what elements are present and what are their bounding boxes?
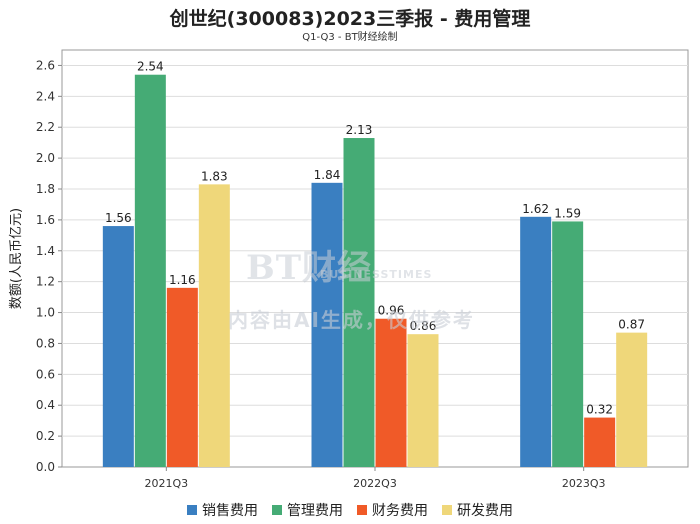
bar-2023Q3-销售费用	[520, 216, 552, 467]
bar-2023Q3-管理费用	[552, 221, 584, 467]
x-tick-label: 2021Q3	[145, 477, 189, 490]
bar-2021Q3-销售费用	[102, 226, 134, 467]
bar-2021Q3-管理费用	[134, 74, 166, 467]
bar-2022Q3-管理费用	[343, 138, 375, 468]
data-label: 1.56	[105, 211, 132, 225]
legend-label: 管理费用	[287, 503, 343, 519]
data-label: 0.96	[378, 304, 405, 318]
data-label: 1.83	[201, 169, 228, 183]
legend-swatch	[272, 505, 282, 515]
legend-swatch	[187, 505, 197, 515]
legend-item: 财务费用	[357, 500, 428, 520]
bar-2023Q3-财务费用	[584, 417, 616, 467]
data-label: 2.54	[137, 60, 164, 74]
y-tick-label: 0.2	[36, 429, 55, 443]
bar-2021Q3-研发费用	[198, 184, 230, 467]
legend-item: 销售费用	[187, 500, 258, 520]
legend-swatch	[357, 505, 367, 515]
y-tick-label: 1.0	[36, 306, 55, 320]
y-tick-label: 2.4	[36, 89, 55, 103]
chart-title: 创世纪(300083)2023三季报 - 费用管理	[169, 8, 531, 30]
y-tick-label: 0.0	[36, 460, 55, 474]
y-tick-label: 1.2	[36, 275, 55, 289]
chart-legend: 销售费用 管理费用 财务费用 研发费用	[0, 500, 700, 520]
data-label: 1.62	[522, 202, 549, 216]
legend-item: 管理费用	[272, 500, 343, 520]
y-tick-label: 2.2	[36, 120, 55, 134]
y-tick-label: 1.8	[36, 182, 55, 196]
data-label: 2.13	[346, 123, 373, 137]
plot-area	[61, 49, 689, 468]
y-tick-label: 0.6	[36, 367, 55, 381]
y-tick-label: 2.6	[36, 58, 55, 72]
legend-swatch	[442, 505, 452, 515]
x-tick-label: 2023Q3	[562, 477, 606, 490]
legend-label: 财务费用	[372, 503, 428, 519]
data-label: 1.59	[554, 206, 581, 220]
bar-2023Q3-研发费用	[616, 332, 648, 467]
y-axis-label: 数额(人民币亿元)	[9, 208, 24, 309]
bar-2022Q3-销售费用	[311, 182, 343, 468]
data-label: 0.86	[410, 319, 437, 333]
y-tick-label: 1.6	[36, 213, 55, 227]
x-tick-label: 2022Q3	[353, 477, 397, 490]
chart-subtitle: Q1-Q3 - BT财经绘制	[302, 32, 398, 43]
legend-label: 销售费用	[202, 503, 258, 519]
bar-2021Q3-财务费用	[166, 287, 198, 467]
data-label: 1.16	[169, 273, 196, 287]
y-tick-label: 0.8	[36, 336, 55, 350]
y-tick-label: 0.4	[36, 398, 55, 412]
bar-2022Q3-研发费用	[407, 334, 439, 467]
bar-2022Q3-财务费用	[375, 318, 407, 467]
legend-item: 研发费用	[442, 500, 513, 520]
y-tick-label: 1.4	[36, 244, 55, 258]
data-label: 0.32	[586, 403, 613, 417]
legend-label: 研发费用	[457, 503, 513, 519]
data-label: 0.87	[618, 318, 645, 332]
data-label: 1.84	[314, 168, 341, 182]
y-tick-label: 2.0	[36, 151, 55, 165]
